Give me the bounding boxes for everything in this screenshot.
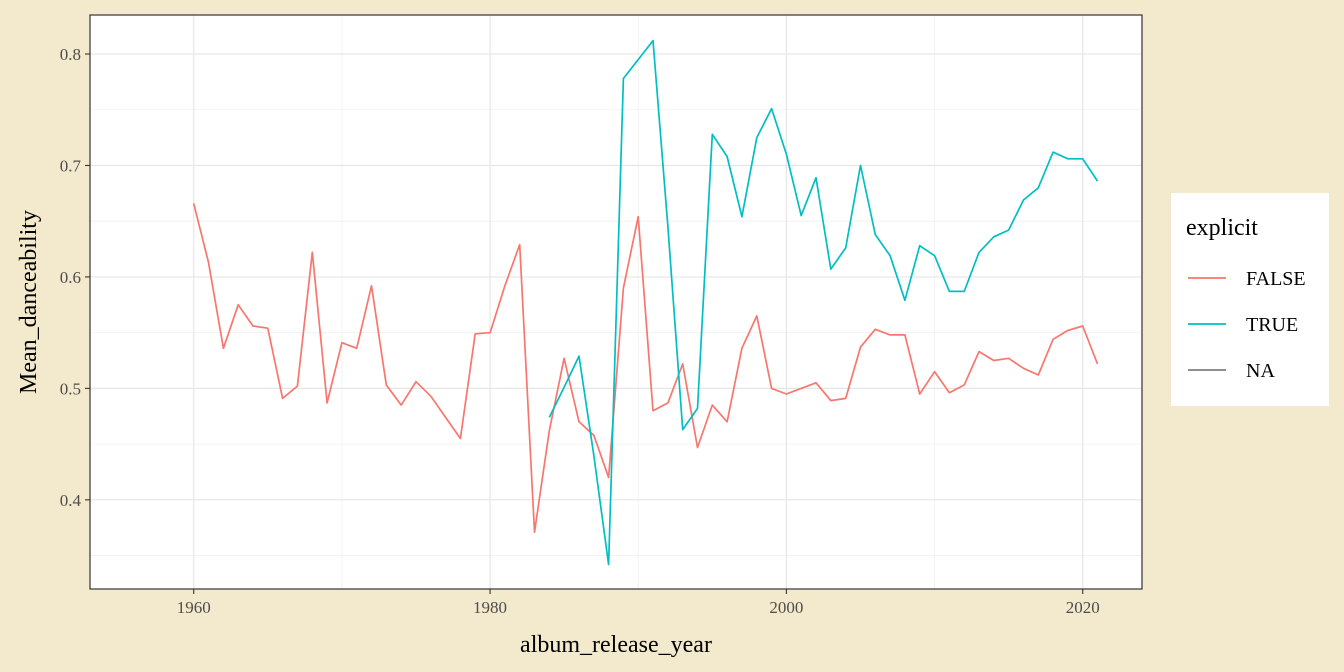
x-tick-label: 2020 (1066, 598, 1100, 617)
x-axis-title: album_release_year (520, 632, 712, 658)
y-tick-label: 0.5 (60, 379, 81, 398)
axes: 1960 1980 2000 2020 0.4 0.5 0.6 0.7 0.8 (60, 45, 1100, 617)
x-tick-label: 1980 (473, 598, 507, 617)
y-tick-label: 0.6 (60, 268, 81, 287)
legend-items: FALSE TRUE NA (1188, 268, 1306, 382)
legend-title: explicit (1186, 215, 1258, 241)
x-tick-label: 2000 (769, 598, 803, 617)
legend: explicit FALSE TRUE NA (1171, 193, 1329, 406)
legend-label-na: NA (1246, 360, 1275, 382)
y-axis-title: Mean_danceability (16, 210, 42, 394)
series-layer (192, 39, 1099, 566)
y-tick-label: 0.7 (60, 156, 82, 175)
x-tick-label: 1960 (177, 598, 211, 617)
legend-label-false: FALSE (1246, 268, 1306, 290)
series-line-true (548, 39, 1099, 566)
legend-label-true: TRUE (1246, 314, 1298, 336)
y-tick-label: 0.8 (60, 45, 81, 64)
y-tick-label: 0.4 (60, 491, 82, 510)
series-line-false (192, 203, 1099, 534)
panel-border (89, 14, 1143, 590)
